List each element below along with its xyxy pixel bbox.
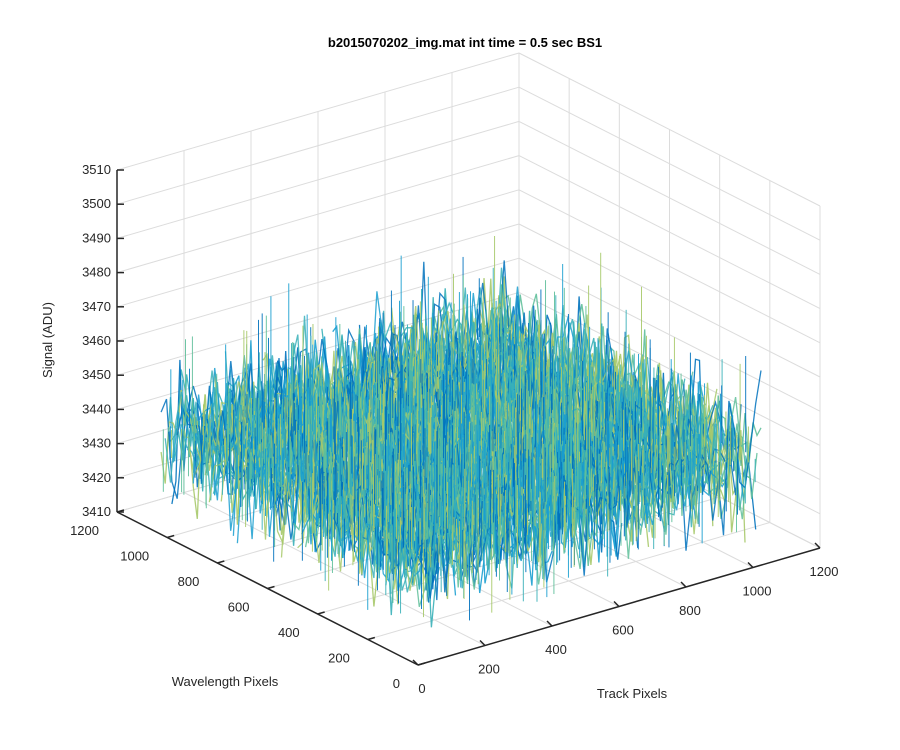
tick-labels: 0 200 400 600 800 1000 1200 0 200 400 600 800 1000 12… [70, 162, 838, 696]
side-wall-grid-line [518, 189, 821, 344]
x-tick [613, 600, 620, 608]
x-tick [680, 581, 687, 588]
surface-mesh [160, 235, 762, 628]
z-tick-label: 3450 [82, 367, 111, 382]
side-wall-grid-line [518, 120, 821, 275]
side-wall-grid-line [518, 86, 821, 241]
y-tick [166, 534, 175, 539]
back-wall-grid-line [116, 223, 520, 342]
back-wall-grid-line [116, 291, 520, 410]
z-tick-label: 3420 [82, 470, 111, 485]
surface-line [413, 396, 758, 607]
y-tick [267, 585, 275, 590]
side-wall-grid-line [518, 52, 821, 207]
y-tick [417, 662, 426, 666]
x-tick-label: 200 [478, 662, 500, 677]
x-tick [747, 561, 754, 569]
side-wall-grid-line [518, 223, 821, 378]
z-tick-label: 3480 [82, 265, 111, 280]
side-wall-grid-line [518, 155, 821, 310]
z-tick-label: 3490 [82, 230, 111, 245]
z-tick-label: 3500 [82, 196, 111, 211]
y-tick-label: 400 [278, 625, 300, 640]
back-wall-grid-line [116, 155, 520, 274]
floor-grid-line [367, 522, 770, 640]
back-wall-grid-line [116, 52, 520, 171]
z-axis-label: Signal (ADU) [40, 302, 55, 378]
z-tick-label: 3460 [82, 333, 111, 348]
y-tick-label: 1200 [70, 523, 99, 538]
back-wall-grid-line [116, 257, 520, 376]
chart-title: b2015070202_img.mat int time = 0.5 sec B… [328, 35, 602, 50]
x-tick-label: 600 [612, 623, 634, 638]
z-tick-label: 3510 [82, 162, 111, 177]
x-axis-label: Track Pixels [597, 686, 668, 701]
y-tick-label: 800 [178, 574, 200, 589]
x-tick-label: 800 [679, 603, 701, 618]
back-wall-grid-line [116, 189, 520, 308]
y-tick-label: 1000 [120, 549, 149, 564]
side-wall-grid-line [518, 291, 821, 446]
x-tick-label: 1000 [743, 584, 772, 599]
x-tick [546, 620, 553, 627]
back-wall-grid-line [116, 86, 520, 205]
x-tick [814, 542, 821, 549]
y-tick-label: 0 [393, 676, 400, 691]
back-wall-grid-line [116, 120, 520, 239]
y-tick [317, 611, 325, 615]
z-tick-label: 3440 [82, 401, 111, 416]
y-tick [217, 560, 225, 564]
y-tick-label: 200 [328, 651, 350, 666]
x-tick [479, 639, 486, 647]
y-tick-label: 600 [228, 600, 250, 615]
z-tick-label: 3470 [82, 299, 111, 314]
x-tick-label: 1200 [810, 564, 839, 579]
z-tick-label: 3410 [82, 504, 111, 519]
z-tick-label: 3430 [82, 436, 111, 451]
y-axis-label: Wavelength Pixels [172, 674, 279, 689]
x-tick [412, 659, 419, 666]
x-tick-label: 400 [545, 642, 567, 657]
side-wall-grid-line [518, 257, 821, 412]
x-tick-label: 0 [418, 681, 425, 696]
y-tick [367, 636, 376, 641]
axes [116, 169, 821, 666]
